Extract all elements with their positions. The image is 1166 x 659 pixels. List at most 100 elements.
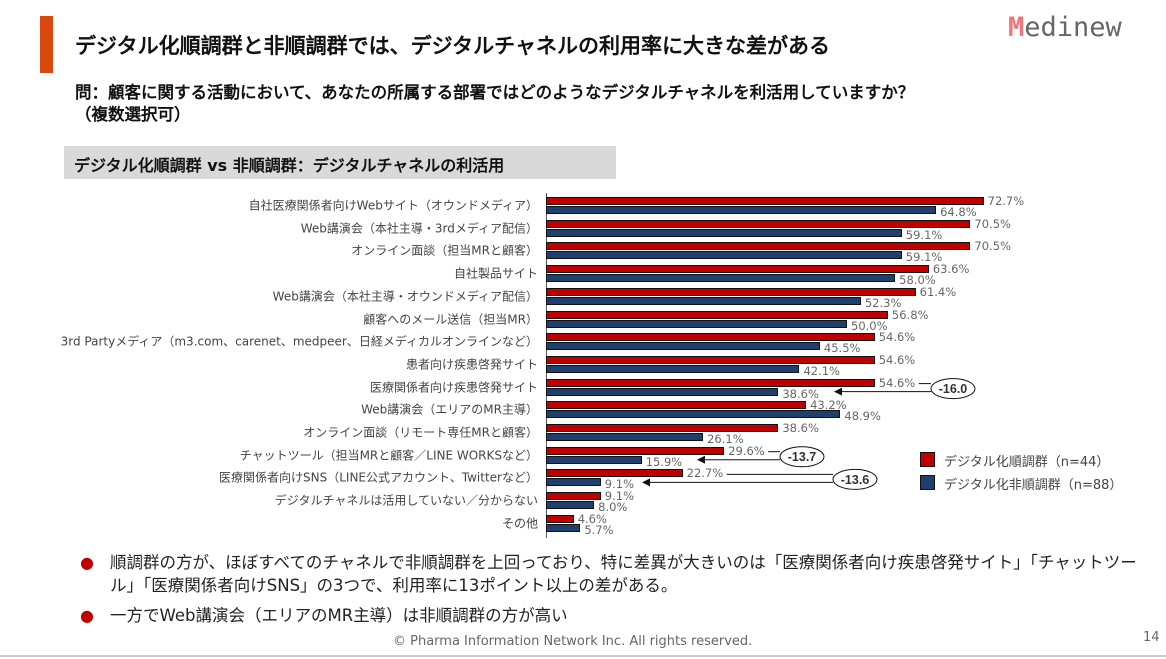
category-label: チャットツール（担当MRと顧客／LINE WORKSなど） [239, 448, 538, 463]
survey-question: 問：顧客に関する活動において、あなたの所属する部署ではどのようなデジタルチャネル… [75, 82, 914, 126]
data-label: 29.6% [728, 443, 765, 458]
category-label: Web講演会（本社主導・3rdメディア配信） [300, 221, 538, 236]
bar-series-2 [546, 206, 937, 214]
bar-series-2 [546, 251, 902, 260]
difference-annotation: -13.6 [642, 468, 878, 490]
medinew-logo: Medinew [1008, 12, 1122, 43]
data-label: 52.3% [864, 295, 902, 310]
bar-series-1 [546, 446, 725, 455]
data-label: 38.6% [782, 421, 819, 435]
data-label: 8.0% [598, 500, 628, 515]
legend-label-series-1: デジタル化順調群（n=44） [944, 455, 1110, 470]
data-label: 63.6% [932, 262, 970, 277]
data-label: 38.6% [782, 386, 819, 401]
bar-series-1 [546, 287, 916, 296]
bar-series-2 [546, 455, 642, 464]
bullet-icon: ● [80, 553, 94, 572]
question-line1: 問：顧客に関する活動において、あなたの所属する部署ではどのようなデジタルチャネル… [75, 83, 915, 102]
annotation-ellipse [832, 468, 878, 490]
bar-series-2 [546, 523, 581, 532]
legend-swatch-series-2 [920, 475, 935, 490]
bar-series-1 [546, 333, 875, 342]
bar-series-1 [546, 401, 807, 410]
bar-series-2 [546, 274, 896, 283]
category-label: Web講演会（本社主導・オウンドメディア配信） [272, 289, 538, 304]
data-label: 9.1% [604, 489, 634, 504]
page-number: 14 [1143, 630, 1160, 645]
data-label: 43.2% [810, 398, 847, 413]
bar-series-1 [546, 378, 875, 387]
bullet-icon: ● [80, 606, 94, 625]
bullet-text-2: 一方でWeb講演会（エリアのMR主導）は非順調群の方が高い [110, 606, 568, 625]
data-label: 70.5% [974, 216, 1011, 231]
category-label: デジタルチャネルは活用していない／分からない [274, 493, 538, 508]
category-label: オンライン面談（担当MRと顧客） [351, 243, 538, 258]
section-label: デジタル化順調群 vs 非順調群：デジタルチャネルの利活用 [74, 156, 505, 175]
category-label: 3rd Partyメディア（m3.com、carenet、medpeer、日経メ… [60, 334, 538, 349]
data-label: 5.7% [584, 522, 614, 537]
bar-series-1 [546, 265, 929, 274]
bar-series-1 [546, 355, 875, 364]
annotation-label: -16.0 [939, 382, 968, 396]
bar-series-1 [546, 469, 683, 478]
data-label: 50.0% [851, 318, 888, 333]
data-label: 15.9% [645, 454, 683, 469]
bar-series-2 [546, 433, 704, 441]
category-label: 患者向け疾患啓発サイト [405, 357, 538, 372]
data-label: 48.9% [844, 409, 881, 424]
data-label: 54.6% [878, 352, 916, 367]
bullet-text-1: 順調群の方が、ほぼすべてのチャネルで非順調群を上回っており、特に差異が大きいのは… [110, 553, 1137, 595]
page-title: デジタル化順調群と非順調群では、デジタルチャネルの利用率に大きな差がある [75, 34, 830, 58]
annotation-ellipse [930, 378, 976, 400]
annotation-ellipse [779, 446, 825, 468]
bar-series-2 [546, 296, 861, 305]
bar-series-1 [546, 197, 984, 205]
bar-series-2 [546, 410, 841, 419]
data-label: 58.0% [899, 273, 936, 288]
bar-series-1 [546, 424, 779, 432]
category-label: オンライン面談（リモート専任MRと顧客） [303, 425, 538, 440]
data-label: 45.5% [823, 341, 861, 356]
data-label: 42.1% [803, 363, 840, 378]
data-label: 26.1% [707, 432, 744, 446]
annotation-label: -13.7 [788, 450, 817, 464]
data-label: 64.8% [940, 205, 977, 219]
data-label: 54.6% [878, 330, 916, 345]
bar-series-2 [546, 319, 847, 328]
legend-label-series-2: デジタル化非順調群（n=88） [944, 478, 1123, 493]
legend-swatch-series-1 [920, 452, 935, 467]
difference-annotation: -16.0 [834, 378, 976, 400]
category-label: 医療関係者向けSNS（LINE公式アカウント、Twitterなど） [219, 470, 538, 485]
title-accent-bar [40, 16, 53, 73]
category-label: 自社医療関係者向けWebサイト（オウンドメディア） [248, 198, 538, 213]
category-label: 自社製品サイト [453, 266, 538, 281]
data-label: 61.4% [919, 284, 957, 299]
bar-series-1 [546, 310, 888, 319]
bar-series-2 [546, 342, 820, 351]
bottom-divider [0, 655, 1166, 657]
data-label: 4.6% [577, 511, 607, 526]
data-label: 56.8% [891, 307, 929, 322]
bar-series-1 [546, 492, 601, 501]
bar-series-2 [546, 478, 601, 487]
bar-series-2 [546, 387, 779, 396]
category-label: その他 [501, 516, 538, 531]
category-label: 医療関係者向け疾患啓発サイト [369, 380, 538, 395]
data-label: 70.5% [974, 239, 1011, 254]
question-line2: （複数選択可） [75, 105, 191, 124]
bar-series-1 [546, 514, 574, 523]
bar-series-2 [546, 364, 800, 373]
bar-series-2 [546, 228, 902, 237]
data-label: 72.7% [987, 194, 1025, 208]
bar-series-1 [546, 242, 971, 251]
copyright-footer: © Pharma Information Network Inc. All ri… [393, 634, 753, 649]
data-label: 59.1% [905, 250, 943, 265]
section-label-box: デジタル化順調群 vs 非順調群：デジタルチャネルの利活用 [64, 146, 616, 179]
category-label: Web講演会（エリアのMR主導） [361, 402, 538, 417]
data-label: 9.1% [604, 477, 634, 492]
bar-series-1 [546, 219, 971, 228]
difference-annotation: -13.7 [697, 446, 825, 468]
category-label: 顧客へのメール送信（担当MR） [363, 312, 538, 326]
